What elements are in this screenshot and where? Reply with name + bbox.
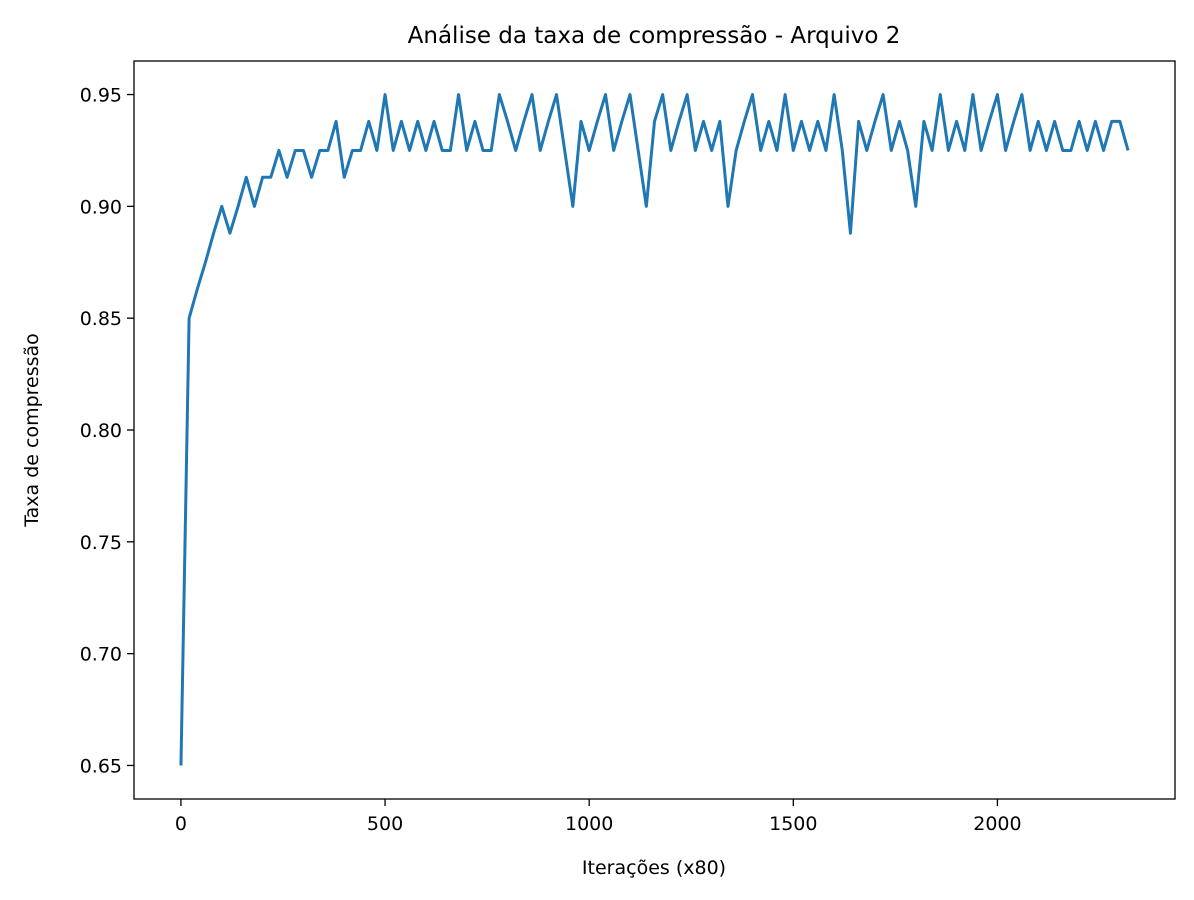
x-tick-label: 1000 [565,813,613,835]
x-tick-label: 2000 [973,813,1021,835]
x-tick-label: 500 [367,813,403,835]
x-tick-label: 1500 [769,813,817,835]
y-axis-label: Taxa de compressão [21,333,43,528]
chart-title: Análise da taxa de compressão - Arquivo … [408,23,901,49]
y-tick-label: 0.70 [80,644,122,666]
y-tick-label: 0.85 [80,308,122,330]
series-line [179,93,1130,766]
x-axis-label: Iterações (x80) [582,857,726,879]
y-axis: 0.65 0.70 0.75 0.80 0.85 0.90 0.95 [80,85,134,777]
y-tick-label: 0.75 [80,532,122,554]
plot-area [179,93,1130,766]
x-tick-label: 0 [175,813,187,835]
y-tick-label: 0.95 [80,85,122,107]
x-axis: 0 500 1000 1500 2000 [175,799,1022,835]
y-tick-label: 0.90 [80,196,122,218]
y-tick-label: 0.80 [80,420,122,442]
plot-frame [133,60,1176,800]
y-tick-label: 0.65 [80,755,122,777]
